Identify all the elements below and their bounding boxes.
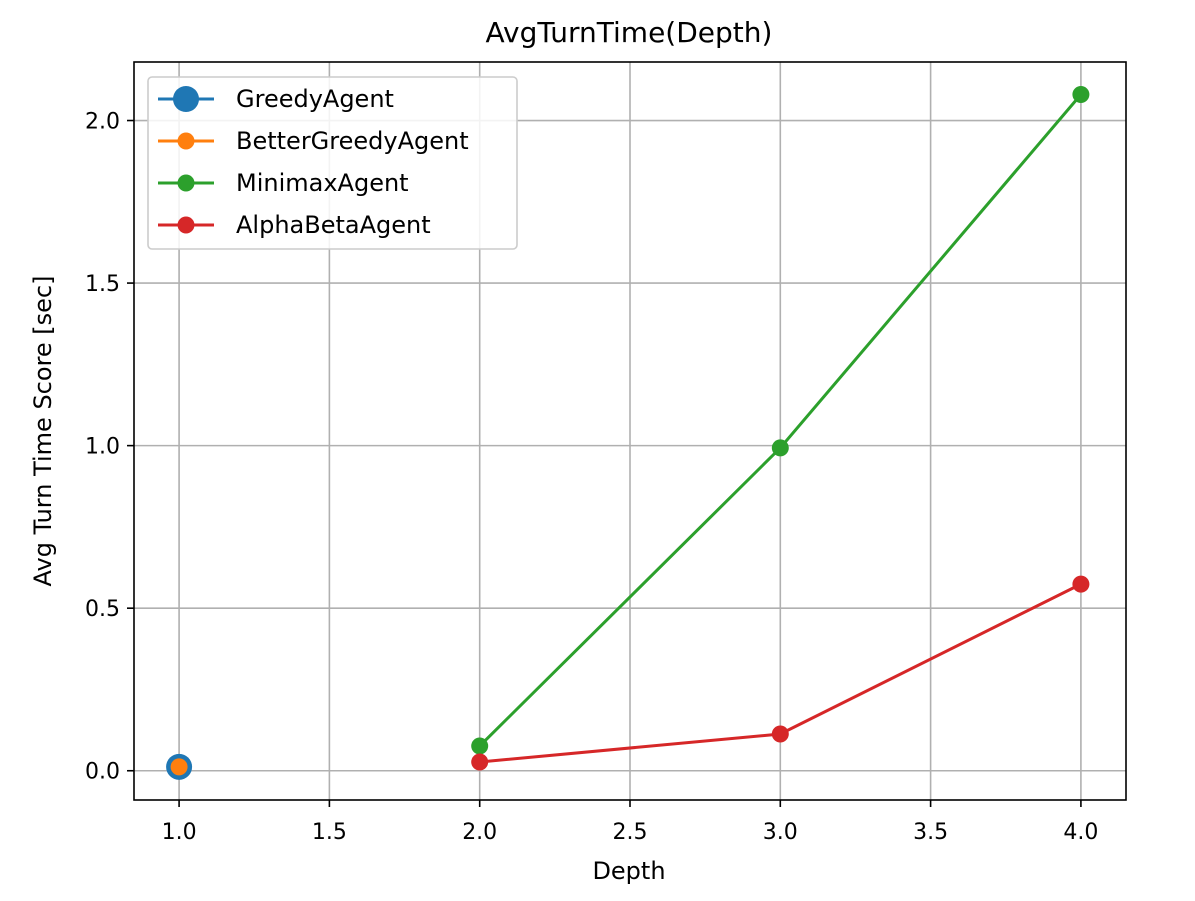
legend-label: MinimaxAgent xyxy=(236,169,409,197)
legend: GreedyAgent BetterGreedyAgent MinimaxAgent… xyxy=(147,76,518,250)
data-point-alphabetaagent xyxy=(471,753,489,771)
data-point-alphabetaagent xyxy=(1072,575,1090,593)
data-point-bettergreedyagent xyxy=(170,758,188,776)
series-minimaxagent xyxy=(471,86,1090,755)
x-ticks: 1.0 1.5 2.0 2.5 3.0 3.5 4.0 xyxy=(162,800,1098,845)
legend-item: GreedyAgent xyxy=(158,85,394,113)
legend-label: AlphaBetaAgent xyxy=(236,211,431,239)
x-tick-label: 2.0 xyxy=(462,820,497,845)
x-tick-label: 4.0 xyxy=(1063,820,1098,845)
data-point-minimaxagent xyxy=(771,439,789,457)
x-tick-label: 1.0 xyxy=(162,820,197,845)
x-tick-label: 3.0 xyxy=(763,820,798,845)
legend-label: GreedyAgent xyxy=(236,85,394,113)
y-tick-label: 0.5 xyxy=(85,597,120,622)
data-point-alphabetaagent xyxy=(771,725,789,743)
legend-item: BetterGreedyAgent xyxy=(158,127,469,155)
legend-box xyxy=(147,76,518,250)
legend-marker xyxy=(177,132,195,150)
x-axis-label: Depth xyxy=(592,857,665,885)
y-tick-label: 1.5 xyxy=(85,272,120,297)
x-tick-label: 1.5 xyxy=(312,820,347,845)
y-tick-label: 2.0 xyxy=(85,110,120,135)
y-axis-label: Avg Turn Time Score [sec] xyxy=(29,276,57,587)
x-tick-label: 2.5 xyxy=(613,820,648,845)
y-ticks: 0.0 0.5 1.0 1.5 2.0 xyxy=(85,110,134,785)
legend-label: BetterGreedyAgent xyxy=(236,127,469,155)
legend-item: AlphaBetaAgent xyxy=(158,211,431,239)
y-tick-label: 0.0 xyxy=(85,760,120,785)
legend-marker xyxy=(177,174,195,192)
data-point-minimaxagent xyxy=(471,737,489,755)
data-point-minimaxagent xyxy=(1072,86,1090,104)
y-tick-label: 1.0 xyxy=(85,435,120,460)
series-bettergreedyagent xyxy=(170,758,188,776)
legend-item: MinimaxAgent xyxy=(158,169,409,197)
x-tick-label: 3.5 xyxy=(913,820,948,845)
legend-marker xyxy=(177,216,195,234)
series-alphabetaagent xyxy=(471,575,1090,771)
series-layer xyxy=(166,86,1090,780)
legend-marker xyxy=(173,86,199,112)
chart-title: AvgTurnTime(Depth) xyxy=(486,16,773,49)
